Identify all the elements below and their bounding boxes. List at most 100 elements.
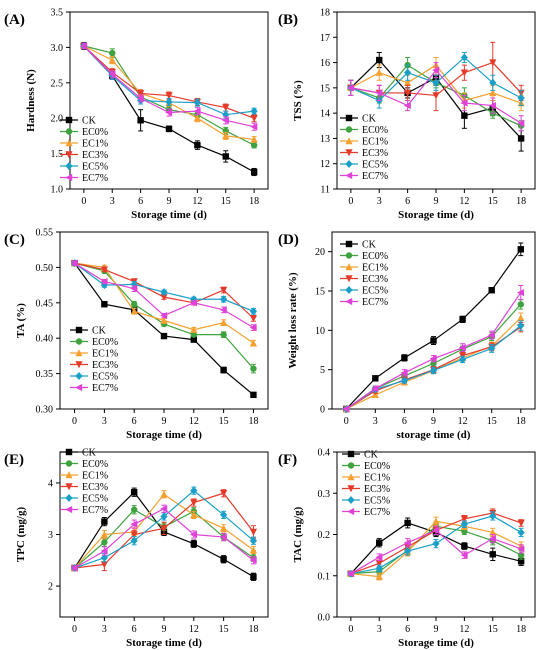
y-tick-label: 1.5 — [51, 149, 64, 160]
data-point — [165, 97, 173, 106]
y-tick-label: 1.0 — [51, 185, 64, 196]
legend-marker — [345, 275, 353, 283]
legend-marker — [65, 460, 73, 467]
x-tick-label: 0 — [72, 416, 77, 427]
panel-label: (E) — [4, 452, 24, 468]
data-point — [219, 533, 227, 541]
data-point — [222, 153, 229, 160]
data-point — [193, 98, 201, 107]
data-point — [160, 332, 168, 340]
legend-label: EC1% — [82, 139, 108, 150]
data-point — [517, 93, 525, 102]
legend-marker — [347, 450, 355, 458]
y-tick-label: 2.5 — [51, 78, 64, 89]
legend-label: EC7% — [364, 507, 390, 518]
legend-label: EC5% — [362, 160, 388, 171]
data-point — [250, 573, 257, 580]
x-tick-label: 12 — [458, 416, 468, 427]
data-point — [488, 287, 495, 294]
data-point — [517, 119, 525, 127]
data-point — [165, 92, 173, 100]
data-point — [250, 365, 257, 372]
legend-label: CK — [362, 240, 377, 251]
data-point — [220, 524, 228, 532]
series-EC7% — [70, 259, 257, 332]
x-tick-label: 6 — [405, 624, 410, 635]
legend-label: EC0% — [362, 125, 388, 136]
legend-label: EC5% — [82, 494, 108, 505]
data-point — [160, 311, 168, 320]
x-tick-label: 15 — [488, 624, 498, 635]
x-axis-label: storage time (d) — [397, 429, 471, 441]
legend-marker — [345, 171, 353, 180]
legend-marker — [345, 160, 353, 168]
x-tick-label: 6 — [402, 416, 407, 427]
legend-label: CK — [92, 326, 107, 337]
data-point — [249, 556, 257, 564]
y-tick-label: 18 — [320, 8, 330, 19]
x-tick-label: 12 — [189, 416, 199, 427]
data-point — [429, 366, 438, 375]
data-point — [401, 354, 408, 362]
legend-marker — [345, 114, 353, 122]
data-point — [249, 528, 258, 536]
x-axis-label: Storage time (d) — [398, 637, 474, 649]
panel-3: 0 3 6 9 12 15 18 0.30 0.35 0.40 0.45 0.50 0.55 Storag… — [4, 228, 269, 441]
legend-marker — [345, 286, 353, 294]
data-point — [517, 313, 525, 321]
x-tick-label: 3 — [377, 196, 382, 207]
data-point — [488, 344, 496, 353]
data-point — [130, 489, 138, 496]
data-point — [193, 114, 201, 122]
y-tick-label: 0.40 — [36, 334, 54, 345]
series-EC3% — [70, 489, 258, 572]
data-point — [250, 391, 257, 399]
series-EC7% — [347, 62, 525, 132]
legend-label: EC1% — [92, 349, 118, 360]
data-point — [190, 486, 198, 495]
data-point — [517, 135, 525, 142]
y-axis-label: TAC (mg/g) — [292, 506, 304, 562]
legend-label: EC3% — [82, 150, 108, 161]
legend-marker — [345, 240, 353, 248]
data-point — [458, 355, 467, 364]
x-tick-label: 12 — [189, 624, 199, 635]
data-point — [432, 78, 440, 87]
y-tick-label: 0.35 — [36, 369, 54, 380]
legend-marker — [345, 149, 353, 157]
x-tick-label: 0 — [348, 196, 353, 207]
legend-marker — [65, 139, 73, 147]
data-point — [101, 518, 108, 525]
panel-6: 0 3 6 9 12 15 18 0.0 0.1 0.2 0.3 0.4 Storage time (d… — [278, 448, 536, 649]
data-point — [160, 490, 168, 498]
data-point — [130, 520, 138, 528]
legend-marker — [347, 496, 355, 504]
data-point — [460, 515, 468, 523]
data-point — [220, 318, 228, 326]
data-point — [516, 288, 524, 297]
data-point — [460, 551, 468, 559]
data-point — [489, 511, 497, 520]
data-point — [375, 564, 383, 573]
legend-label: EC3% — [362, 274, 388, 285]
legend-marker — [345, 263, 353, 271]
y-tick-label: 12 — [320, 159, 330, 170]
data-point — [489, 551, 496, 558]
data-point — [130, 301, 138, 308]
x-tick-label: 3 — [110, 196, 115, 207]
y-tick-label: 0.45 — [36, 298, 54, 309]
x-tick-label: 3 — [102, 416, 107, 427]
data-point — [461, 542, 468, 550]
data-point — [220, 331, 227, 338]
legend-label: EC1% — [82, 471, 108, 482]
data-point — [108, 70, 116, 78]
data-point — [371, 384, 379, 393]
y-axis-label: TSS (%) — [292, 80, 304, 121]
y-tick-label: 4 — [48, 478, 53, 489]
y-axis-label: TA (%) — [15, 303, 27, 338]
y-tick-label: 0.55 — [36, 228, 54, 239]
legend-marker — [345, 137, 353, 145]
x-tick-label: 0 — [72, 624, 77, 635]
